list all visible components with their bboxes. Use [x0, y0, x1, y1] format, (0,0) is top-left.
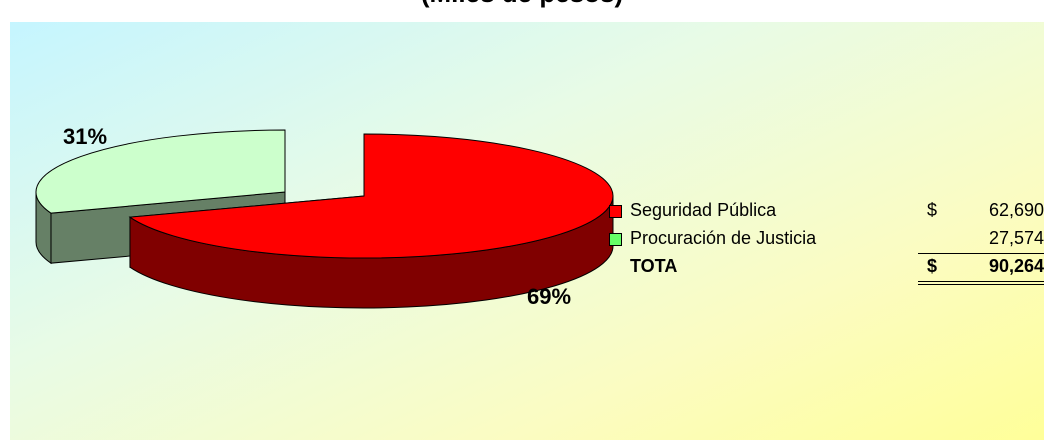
pie-slice-seguridad-top	[128, 133, 614, 259]
amount-total: 90,264	[988, 256, 1044, 276]
total-label: TOTA	[630, 256, 678, 276]
pie-slice-procuracion-top	[35, 129, 286, 214]
currency-total: $	[927, 256, 938, 276]
legend-key-procuracion	[609, 233, 622, 246]
legend-row-procuracion: Procuración de Justicia 27,574	[0, 228, 1044, 252]
legend-row-seguridad: Seguridad Pública $ 62,690	[0, 200, 1044, 224]
currency-seguridad: $	[927, 200, 938, 220]
slice-label-procuracion: 31%	[63, 124, 108, 149]
legend-label-seguridad: Seguridad Pública	[630, 200, 777, 220]
amount-procuracion: 27,574	[988, 228, 1044, 248]
chart-title: (Miles de pesos)	[0, 0, 1044, 9]
legend-key-seguridad	[609, 205, 622, 218]
total-double-rule-top	[918, 281, 1044, 282]
legend-label-procuracion: Procuración de Justicia	[630, 228, 817, 248]
slice-label-seguridad: 69%	[527, 284, 572, 309]
pie-slice-seguridad	[128, 133, 614, 309]
total-double-rule-bottom	[918, 284, 1044, 285]
subtotal-rule	[918, 253, 1044, 254]
amount-seguridad: 62,690	[988, 200, 1044, 220]
legend-row-total: TOTA $ 90,264	[0, 256, 1044, 280]
